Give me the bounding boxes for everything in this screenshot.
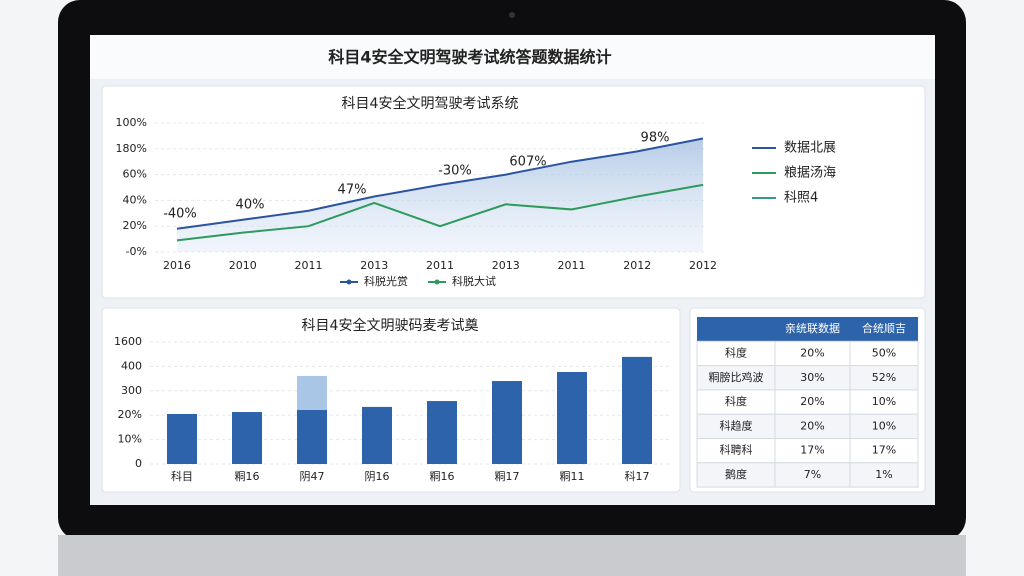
x-tick-label: 粡16 xyxy=(430,470,455,483)
chart-title: 科目4安全文明驾驶考试系统 xyxy=(342,95,519,112)
x-tick-label: 2010 xyxy=(229,259,257,272)
table-cell: 粡膀比鸡波 xyxy=(709,370,764,384)
y-tick-label: 0 xyxy=(135,457,142,470)
legend-label: 科脱大试 xyxy=(452,274,496,288)
table-row xyxy=(696,462,919,488)
table-cell: 17% xyxy=(872,444,896,457)
chart-title: 科目4安全文明驶码麦考试奠 xyxy=(302,317,479,334)
bar xyxy=(232,412,262,464)
bar xyxy=(492,381,522,464)
table-cell: 科度 xyxy=(725,394,747,408)
legend-label: 粮据汤海 xyxy=(784,166,836,181)
table-cell: 科趋度 xyxy=(720,418,753,432)
table-cell: 10% xyxy=(872,395,896,408)
x-tick-label: 2011 xyxy=(558,259,586,272)
x-tick-label: 2016 xyxy=(163,259,191,272)
x-tick-label: 2013 xyxy=(360,259,388,272)
table-header xyxy=(697,317,918,342)
table-cell: 20% xyxy=(800,395,824,408)
y-tick-label: 60% xyxy=(123,168,147,181)
page-title: 科目4安全文明驾驶考试统答题数据统计 xyxy=(328,48,611,67)
annotation: 607% xyxy=(509,155,546,170)
x-tick-label: 2013 xyxy=(492,259,520,272)
bar xyxy=(427,401,457,464)
x-tick-label: 2011 xyxy=(295,259,323,272)
annotation: 40% xyxy=(236,198,265,213)
table-cell: 17% xyxy=(800,444,824,457)
bar xyxy=(622,356,652,464)
bar xyxy=(557,372,587,464)
x-tick-label: 阴47 xyxy=(300,470,325,483)
annotation: -30% xyxy=(438,164,472,179)
x-tick-label: 科目 xyxy=(171,469,193,483)
table-cell: 10% xyxy=(872,419,896,432)
y-tick-label: 100% xyxy=(116,116,147,129)
annotation: 47% xyxy=(338,183,367,198)
bar xyxy=(167,413,197,464)
table-row xyxy=(696,389,919,415)
table-cell: 科聘科 xyxy=(720,443,753,457)
bar xyxy=(297,409,327,464)
x-tick-label: 2011 xyxy=(426,259,454,272)
line xyxy=(176,137,704,230)
table-cell: 20% xyxy=(800,419,824,432)
table-cell: 鹅度 xyxy=(725,467,747,481)
legend-label: 科脱光赏 xyxy=(364,274,408,288)
annotation: -40% xyxy=(163,207,197,222)
y-tick-label: 40% xyxy=(123,193,147,206)
annotation: 98% xyxy=(641,131,670,146)
table-cell: 科度 xyxy=(725,345,747,359)
table-cell: 20% xyxy=(800,346,824,359)
legend-marker xyxy=(434,279,440,285)
bar xyxy=(362,406,392,464)
x-tick-label: 粡16 xyxy=(235,470,260,483)
y-tick-label: 20% xyxy=(123,219,147,232)
y-tick-label: 400 xyxy=(121,359,142,372)
legend-label: 科照4 xyxy=(784,191,818,206)
table-cell: 7% xyxy=(804,468,821,481)
x-tick-label: 2012 xyxy=(623,259,651,272)
y-tick-label: 1600 xyxy=(114,335,142,348)
legend-label: 数据北展 xyxy=(784,141,836,156)
y-tick-label: -0% xyxy=(126,245,147,258)
title-bar xyxy=(90,35,935,79)
line xyxy=(176,183,704,242)
x-tick-label: 粡11 xyxy=(560,470,585,483)
monitor-chin xyxy=(58,535,966,576)
bar xyxy=(297,375,327,410)
x-tick-label: 2012 xyxy=(689,259,717,272)
table-row xyxy=(696,365,919,391)
y-tick-label: 20% xyxy=(118,408,142,421)
x-tick-label: 粡17 xyxy=(495,470,520,483)
table-cell: 50% xyxy=(872,346,896,359)
y-tick-label: 300 xyxy=(121,384,142,397)
table-row xyxy=(696,438,919,464)
table-header-cell: 合统顺吉 xyxy=(862,321,906,335)
x-tick-label: 阴16 xyxy=(365,470,390,483)
table-cell: 30% xyxy=(800,371,824,384)
table-cell: 1% xyxy=(875,468,892,481)
legend-marker xyxy=(346,279,352,285)
y-tick-label: 180% xyxy=(116,142,147,155)
camera xyxy=(509,12,515,18)
y-tick-label: 10% xyxy=(118,433,142,446)
x-tick-label: 科17 xyxy=(625,469,650,483)
table-header-cell: 亲统联数据 xyxy=(785,321,840,335)
area xyxy=(177,138,703,252)
table-cell: 52% xyxy=(872,371,896,384)
